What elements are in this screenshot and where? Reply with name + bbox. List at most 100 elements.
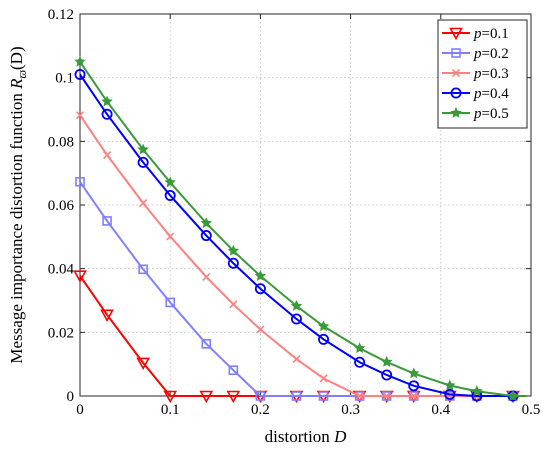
legend-marker	[451, 68, 461, 78]
y-axis-title: Message importance distortion function R…	[7, 46, 29, 363]
legend-label: p=0.5	[473, 106, 509, 122]
series-line	[79, 73, 527, 397]
data-point	[317, 320, 330, 332]
legend-value: =0.2	[482, 46, 509, 62]
data-point	[318, 333, 330, 345]
data-point	[75, 111, 85, 120]
data-point	[200, 217, 212, 228]
data-point	[74, 68, 86, 80]
legend-box	[437, 19, 528, 129]
legend-label: p=0.2	[473, 46, 509, 62]
y-tick-label: 0	[67, 389, 75, 405]
x-tick-label: 0.2	[251, 402, 270, 418]
data-point	[290, 313, 302, 325]
legend-variable: p	[473, 66, 482, 82]
x-tick-label: 0.5	[522, 402, 541, 418]
legend-item: p=0.4	[442, 86, 509, 102]
series-p=0.5	[74, 55, 527, 401]
data-point	[74, 55, 86, 67]
data-point	[408, 380, 420, 392]
legend-item: p=0.5	[442, 106, 509, 122]
data-point	[101, 95, 113, 107]
data-point	[291, 391, 302, 401]
data-point	[102, 216, 112, 226]
data-point	[136, 357, 150, 371]
y-tick-label: 0.1	[55, 71, 74, 87]
data-point	[75, 176, 85, 187]
grid	[80, 14, 531, 396]
data-point	[409, 391, 418, 401]
legend-label: p=0.4	[473, 86, 509, 102]
legend-marker	[450, 107, 462, 118]
series-line	[79, 61, 527, 397]
data-point	[255, 391, 266, 401]
data-point	[228, 365, 239, 376]
data-point	[200, 230, 212, 242]
data-point	[319, 374, 328, 383]
data-point	[256, 325, 265, 334]
data-point	[507, 390, 519, 401]
legend-marker	[451, 48, 461, 58]
y-tick-label: 0.12	[48, 7, 74, 23]
data-point	[166, 232, 175, 241]
legend: p=0.1p=0.2p=0.3p=0.4p=0.5	[437, 19, 528, 129]
legend-variable: p	[473, 26, 482, 42]
data-point	[139, 199, 148, 208]
legend-item: p=0.1	[442, 26, 509, 42]
y-axis-title-variable: R	[7, 78, 26, 90]
data-point	[165, 297, 175, 308]
data-point	[73, 270, 87, 283]
legend-marker	[449, 27, 463, 41]
data-point	[163, 390, 178, 404]
data-point	[164, 176, 176, 188]
data-point	[227, 244, 240, 256]
data-point	[408, 367, 420, 379]
series-p=0.4	[74, 68, 527, 402]
data-point	[138, 264, 148, 275]
data-point	[227, 257, 239, 269]
data-point	[137, 156, 149, 168]
legend-variable: p	[473, 86, 482, 102]
y-tick-label: 0.06	[48, 198, 75, 214]
data-point	[471, 385, 483, 397]
data-point	[381, 355, 393, 367]
legend-variable: p	[473, 46, 482, 62]
y-tick-label: 0.08	[48, 134, 74, 150]
data-point	[354, 356, 366, 368]
legend-value: =0.4	[482, 86, 510, 102]
data-point	[201, 338, 212, 349]
y-tick-label: 0.04	[48, 262, 75, 278]
y-axis-title-text: Message importance distortion function	[7, 89, 26, 364]
data-point	[164, 189, 176, 201]
data-point	[382, 391, 391, 401]
data-point	[202, 272, 211, 282]
y-axis-title-subscript: ϖ	[15, 69, 29, 78]
data-point	[100, 309, 114, 322]
x-tick-label: 0.1	[161, 402, 180, 418]
legend-marker	[450, 87, 462, 99]
legend-item: p=0.2	[442, 46, 509, 62]
legend-variable: p	[473, 106, 482, 122]
data-point	[137, 143, 149, 155]
data-point	[254, 283, 266, 295]
axis-ticks: 0 0.1 0.2 0.3 0.4 0.5 0 0.02 0.04 0.06 0.08 0.1 0.12	[48, 7, 541, 418]
legend-value: =0.5	[482, 106, 509, 122]
legend-value: =0.3	[482, 66, 509, 82]
y-axis-title-argument: (D)	[7, 46, 26, 70]
data-point	[290, 299, 303, 311]
x-axis-title-text: distortion	[265, 427, 334, 446]
data-point	[292, 355, 301, 364]
data-point	[226, 390, 241, 404]
data-point	[229, 300, 238, 309]
data-point	[199, 390, 214, 404]
y-tick-label: 0.02	[48, 325, 74, 341]
data-point	[353, 342, 366, 354]
data-point	[381, 369, 393, 381]
x-tick-label: 0.4	[431, 402, 450, 418]
data-point	[101, 108, 113, 120]
data-point	[444, 388, 456, 400]
data-point	[102, 150, 112, 160]
x-axis-title-variable: D	[333, 427, 347, 446]
